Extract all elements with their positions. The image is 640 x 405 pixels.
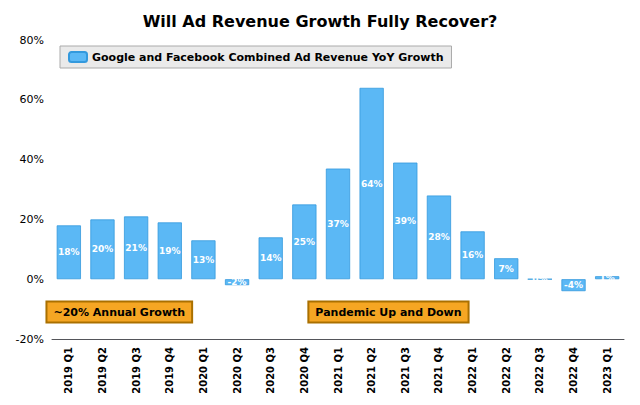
- svg-text:37%: 37%: [327, 219, 349, 229]
- svg-text:Pandemic Up and Down: Pandemic Up and Down: [315, 306, 461, 319]
- svg-text:2022 Q4: 2022 Q4: [568, 347, 579, 394]
- svg-text:2019 Q1: 2019 Q1: [63, 347, 74, 394]
- svg-text:20%: 20%: [20, 213, 44, 226]
- svg-text:28%: 28%: [428, 232, 450, 242]
- svg-text:2020 Q2: 2020 Q2: [232, 347, 243, 394]
- svg-text:2021 Q1: 2021 Q1: [333, 347, 344, 394]
- svg-text:2022 Q1: 2022 Q1: [467, 347, 478, 394]
- svg-text:2022 Q2: 2022 Q2: [501, 347, 512, 394]
- svg-text:0%: 0%: [27, 273, 44, 286]
- svg-text:2021 Q2: 2021 Q2: [366, 347, 377, 394]
- svg-text:60%: 60%: [20, 93, 44, 106]
- svg-text:2020 Q1: 2020 Q1: [198, 347, 209, 394]
- svg-text:14%: 14%: [260, 253, 282, 263]
- svg-text:2019 Q4: 2019 Q4: [164, 347, 175, 394]
- svg-text:Will Ad Revenue Growth Fully R: Will Ad Revenue Growth Fully Recover?: [143, 12, 498, 31]
- svg-text:0%: 0%: [532, 274, 547, 284]
- svg-text:-4%: -4%: [564, 280, 583, 290]
- svg-text:2022 Q3: 2022 Q3: [534, 347, 545, 394]
- svg-text:~20% Annual Growth: ~20% Annual Growth: [53, 306, 185, 319]
- svg-text:2019 Q2: 2019 Q2: [97, 347, 108, 394]
- svg-text:2021 Q4: 2021 Q4: [433, 347, 444, 394]
- svg-text:39%: 39%: [395, 216, 417, 226]
- svg-text:64%: 64%: [361, 179, 383, 189]
- svg-text:7%: 7%: [499, 264, 514, 274]
- svg-text:25%: 25%: [294, 237, 316, 247]
- svg-text:19%: 19%: [159, 246, 181, 256]
- svg-text:2023 Q1: 2023 Q1: [602, 347, 613, 394]
- svg-text:21%: 21%: [125, 243, 147, 253]
- svg-text:2019 Q3: 2019 Q3: [131, 347, 142, 394]
- svg-text:40%: 40%: [20, 153, 44, 166]
- svg-text:2020 Q4: 2020 Q4: [299, 347, 310, 394]
- svg-text:18%: 18%: [58, 247, 80, 257]
- svg-text:-20%: -20%: [16, 333, 44, 346]
- svg-text:20%: 20%: [92, 244, 114, 254]
- svg-text:1%: 1%: [600, 273, 615, 283]
- svg-text:2021 Q3: 2021 Q3: [400, 347, 411, 394]
- svg-text:80%: 80%: [20, 34, 44, 47]
- svg-text:13%: 13%: [193, 255, 215, 265]
- svg-text:16%: 16%: [462, 250, 484, 260]
- svg-text:2020 Q3: 2020 Q3: [265, 347, 276, 394]
- svg-text:Google and Facebook Combined A: Google and Facebook Combined Ad Revenue …: [92, 51, 443, 64]
- svg-text:-2%: -2%: [228, 277, 247, 287]
